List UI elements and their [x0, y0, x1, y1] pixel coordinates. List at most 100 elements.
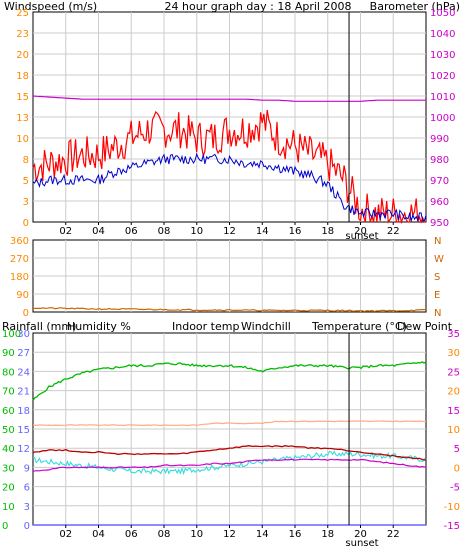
windspeed-tick-label: 23 [16, 29, 29, 40]
temperature-tick-label: 20 [447, 387, 460, 398]
x-tick-label: 12 [223, 226, 236, 237]
x-tick-label: 20 [354, 529, 367, 540]
barometer-tick-label: 1000 [430, 113, 455, 124]
x-tick-label: 12 [223, 529, 236, 540]
temperature-tick-label: 30 [447, 348, 460, 359]
rainfall-tick-label: 21 [17, 387, 30, 398]
windspeed-tick-label: 13 [16, 113, 29, 124]
indoor-temp-series [32, 420, 427, 427]
compass-tick-label: N [434, 308, 441, 319]
x-tick-label: 04 [92, 226, 105, 237]
barometer-axis-label: Barometer (hPa) [370, 0, 460, 13]
x-tick-label: 08 [158, 226, 171, 237]
humidity-tick-label: 30 [2, 463, 15, 474]
rainfall-tick-label: 3 [24, 502, 30, 513]
rainfall-tick-label: 15 [17, 425, 30, 436]
barometer-tick-label: 1010 [430, 92, 455, 103]
humidity-tick-label: 0 [2, 521, 8, 532]
humidity-tick-label: 80 [2, 367, 15, 378]
direction-tick-label: 180 [10, 272, 29, 283]
temperature-tick-label: -15 [444, 521, 460, 532]
wind-average-series [32, 152, 427, 223]
x-tick-label: 02 [59, 226, 72, 237]
temperature-tick-label: 0 [454, 463, 460, 474]
windspeed-tick-label: 0 [23, 218, 29, 229]
rainfall-tick-label: 9 [24, 463, 30, 474]
direction-tick-label: 0 [23, 308, 29, 319]
humidity-tick-label: 60 [2, 406, 15, 417]
x-tick-label: 18 [321, 529, 334, 540]
windspeed-tick-label: 5 [23, 176, 29, 187]
rainfall-tick-label: 12 [17, 444, 30, 455]
humidity-axis-label: Humidity % [67, 320, 131, 333]
windspeed-axis-label: Windspeed (m/s) [4, 0, 97, 13]
humidity-tick-label: 20 [2, 483, 15, 494]
humidity-tick-label: 50 [2, 425, 15, 436]
temperature-tick-label: -5 [450, 483, 460, 494]
rainfall-tick-label: 27 [17, 348, 30, 359]
humidity-tick-label: 100 [2, 329, 21, 340]
windspeed-tick-label: 8 [23, 155, 29, 166]
windspeed-tick-label: 20 [16, 50, 29, 61]
compass-tick-label: N [434, 236, 441, 247]
windchill-label: Windchill [241, 320, 291, 333]
temperature-series [32, 445, 427, 461]
barometer-tick-label: 1050 [430, 8, 455, 19]
x-tick-label: 10 [190, 226, 203, 237]
humidity-tick-label: 90 [2, 348, 15, 359]
direction-tick-label: 90 [16, 290, 29, 301]
rainfall-tick-label: 24 [17, 367, 30, 378]
humidity-tick-label: 70 [2, 387, 15, 398]
x-tick-label: 06 [125, 226, 138, 237]
x-tick-label: 22 [387, 529, 400, 540]
barometer-tick-label: 1030 [430, 50, 455, 61]
barometer-tick-label: 970 [430, 176, 449, 187]
barometer-tick-label: 990 [430, 134, 449, 145]
x-tick-label: 02 [59, 529, 72, 540]
sunset-label: sunset [345, 231, 378, 242]
x-tick-label: 16 [289, 226, 302, 237]
x-tick-label: 14 [256, 226, 269, 237]
x-tick-label: 10 [190, 529, 203, 540]
temperature-tick-label: 5 [454, 444, 460, 455]
x-tick-label: 16 [289, 529, 302, 540]
temperature-tick-label: 35 [447, 329, 460, 340]
windspeed-tick-label: 18 [16, 71, 29, 82]
temperature-label: Temperature (°C) [311, 320, 407, 333]
humidity-tick-label: 10 [2, 502, 15, 513]
windspeed-tick-label: 3 [23, 197, 29, 208]
windspeed-tick-label: 10 [16, 134, 29, 145]
barometer-tick-label: 1040 [430, 29, 455, 40]
windspeed-tick-label: 15 [16, 92, 29, 103]
barometer-tick-label: 1020 [430, 71, 455, 82]
indoor-temp-label: Indoor temp [172, 320, 239, 333]
windchill-series [32, 450, 427, 476]
barometer-tick-label: 950 [430, 218, 449, 229]
x-tick-label: 06 [125, 529, 138, 540]
rainfall-tick-label: 18 [17, 406, 30, 417]
wind-gust-series [32, 109, 426, 225]
barometer-series [32, 95, 426, 102]
direction-tick-label: 360 [10, 236, 29, 247]
dewpoint-label: Dew Point [397, 320, 453, 333]
x-tick-label: 22 [387, 226, 400, 237]
rainfall-tick-label: 6 [24, 483, 30, 494]
compass-tick-label: W [434, 254, 444, 265]
x-tick-label: 20 [354, 226, 367, 237]
direction-tick-label: 270 [10, 254, 29, 265]
windspeed-tick-label: 25 [16, 8, 29, 19]
humidity-tick-label: 40 [2, 444, 15, 455]
temperature-tick-label: 15 [447, 406, 460, 417]
barometer-tick-label: 960 [430, 197, 449, 208]
x-tick-label: 18 [321, 226, 334, 237]
temperature-tick-label: -10 [444, 502, 460, 513]
temperature-tick-label: 10 [447, 425, 460, 436]
compass-tick-label: E [434, 290, 440, 301]
humidity-series [32, 361, 427, 401]
sunset-label-bottom: sunset [345, 538, 378, 549]
chart-title: 24 hour graph day : 18 April 2008 [165, 0, 352, 13]
wind-direction-series [32, 307, 427, 313]
compass-tick-label: S [434, 272, 440, 283]
x-tick-label: 14 [256, 529, 269, 540]
